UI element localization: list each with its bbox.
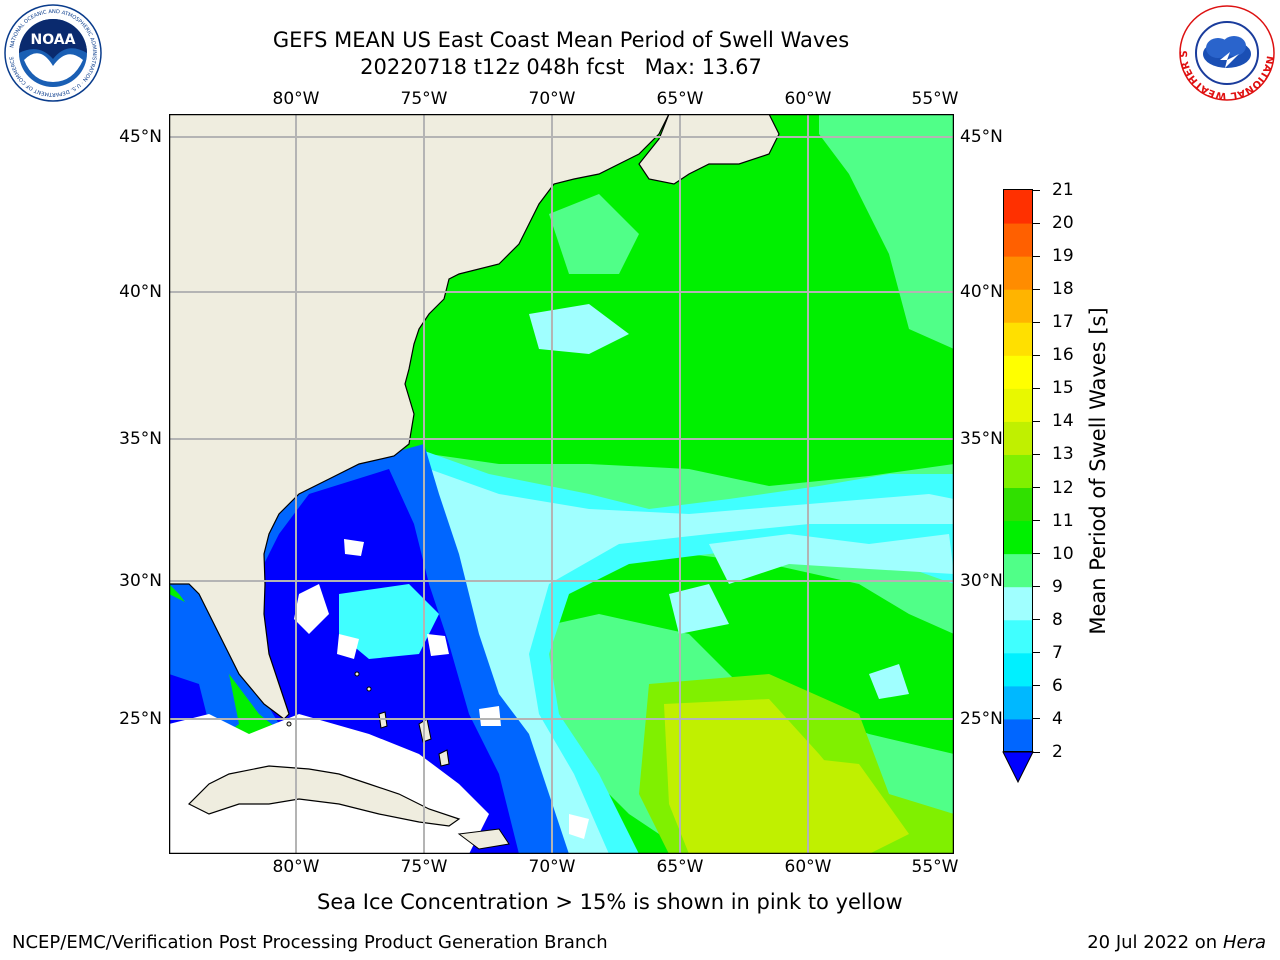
lat-label-left: 25°N <box>119 709 162 729</box>
lat-label-left: 35°N <box>119 429 162 449</box>
colorbar-segment <box>1004 685 1032 720</box>
lat-label-right: 40°N <box>960 282 1003 302</box>
colorbar-tick <box>1032 685 1040 687</box>
colorbar-tick <box>1032 420 1040 422</box>
colorbar-tick <box>1032 453 1040 455</box>
colorbar-tick-label: 16 <box>1052 345 1074 366</box>
chart-subtitle: 20220718 t12z 048h fcst Max: 13.67 <box>360 55 762 79</box>
lat-label-left: 45°N <box>119 127 162 147</box>
colorbar-tick-label: 14 <box>1052 411 1074 432</box>
colorbar-under-arrow <box>1002 751 1034 784</box>
colorbar-tick-label: 12 <box>1052 477 1074 498</box>
colorbar-tick-label: 17 <box>1052 312 1074 333</box>
colorbar-frame <box>1003 189 1033 752</box>
lon-label-top: 65°W <box>656 89 704 109</box>
colorbar-tick-label: 9 <box>1052 576 1063 597</box>
lon-label-bottom: 60°W <box>784 857 832 877</box>
credit-line: NCEP/EMC/Verification Post Processing Pr… <box>12 932 608 953</box>
colorbar-tick <box>1032 553 1040 555</box>
lon-label-bottom: 65°W <box>656 857 704 877</box>
colorbar-segment <box>1004 256 1032 290</box>
colorbar-tick-label: 13 <box>1052 444 1074 465</box>
lon-label-top: 70°W <box>528 89 576 109</box>
lat-label-right: 35°N <box>960 429 1003 449</box>
colorbar-segment <box>1004 652 1032 687</box>
colorbar-tick <box>1032 354 1040 356</box>
colorbar-segment <box>1004 421 1032 455</box>
colorbar-tick <box>1032 586 1040 588</box>
colorbar-segment <box>1004 586 1032 621</box>
noaa-logo-text: NOAA <box>31 32 76 48</box>
colorbar-segment <box>1004 619 1032 654</box>
colorbar-tick-label: 6 <box>1052 675 1063 696</box>
date-line: 20 Jul 2022 on Hera <box>1087 932 1266 953</box>
host-name: Hera <box>1222 932 1266 953</box>
date-text: 20 Jul 2022 on <box>1087 932 1223 953</box>
colorbar-tick <box>1032 189 1040 191</box>
colorbar-tick-label: 4 <box>1052 708 1063 729</box>
colorbar-tick <box>1032 255 1040 257</box>
lat-label-right: 45°N <box>960 127 1003 147</box>
colorbar-tick <box>1032 288 1040 290</box>
lat-label-right: 25°N <box>960 709 1003 729</box>
lat-label-left: 30°N <box>119 571 162 591</box>
colorbar-tick <box>1032 619 1040 621</box>
colorbar-segment <box>1004 487 1032 522</box>
colorbar-tick-label: 10 <box>1052 543 1074 564</box>
colorbar-tick-label: 15 <box>1052 378 1074 399</box>
colorbar-tick-label: 7 <box>1052 642 1063 663</box>
colorbar-tick <box>1032 718 1040 720</box>
colorbar-label: Mean Period of Swell Waves [s] <box>1086 307 1110 635</box>
colorbar-segment <box>1004 322 1032 356</box>
lon-label-top: 60°W <box>784 89 832 109</box>
colorbar-tick <box>1032 222 1040 224</box>
colorbar-tick <box>1032 487 1040 489</box>
colorbar-tick <box>1032 387 1040 389</box>
map-frame <box>169 114 954 854</box>
chart-title: GEFS MEAN US East Coast Mean Period of S… <box>272 28 850 52</box>
lat-label-right: 30°N <box>960 571 1003 591</box>
lon-label-top: 75°W <box>400 89 448 109</box>
colorbar-segments <box>1004 190 1032 753</box>
colorbar-tick-label: 8 <box>1052 609 1063 630</box>
lon-label-bottom: 75°W <box>400 857 448 877</box>
colorbar-tick <box>1032 321 1040 323</box>
graticule <box>169 114 954 854</box>
colorbar-segment <box>1004 553 1032 588</box>
swell-zone-6s-pocket <box>339 584 439 659</box>
swell-period-map <box>169 114 954 854</box>
colorbar-tick-label: 2 <box>1052 742 1063 762</box>
colorbar-tick-label: 11 <box>1052 510 1074 531</box>
colorbar-tick-label: 20 <box>1052 213 1074 234</box>
colorbar-segment <box>1004 190 1032 224</box>
colorbar-tick-label: 18 <box>1052 279 1074 300</box>
lon-label-top: 80°W <box>272 89 320 109</box>
colorbar-segment <box>1004 718 1032 753</box>
colorbar-segment <box>1004 454 1032 489</box>
lon-label-bottom: 80°W <box>272 857 320 877</box>
colorbar-segment <box>1004 223 1032 257</box>
noaa-logo: NOAA NATIONAL OCEANIC AND ATMOSPHERIC AD… <box>4 4 102 102</box>
lon-label-top: 55°W <box>911 89 959 109</box>
colorbar <box>1002 189 1034 784</box>
colorbar-segment <box>1004 289 1032 323</box>
colorbar-tick <box>1032 751 1040 753</box>
sea-ice-note: Sea Ice Concentration > 15% is shown in … <box>317 890 903 914</box>
colorbar-tick <box>1032 652 1040 654</box>
colorbar-tick-label: 19 <box>1052 246 1074 267</box>
colorbar-tick-label: 21 <box>1052 180 1074 200</box>
colorbar-segment <box>1004 520 1032 555</box>
colorbar-segment <box>1004 355 1032 389</box>
lon-label-bottom: 55°W <box>911 857 959 877</box>
lon-label-bottom: 70°W <box>528 857 576 877</box>
land-areas <box>169 114 780 827</box>
colorbar-segment <box>1004 388 1032 422</box>
nws-logo: NATIONAL WEATHER SERVICE <box>1178 4 1275 101</box>
colorbar-tick <box>1032 520 1040 522</box>
lat-label-left: 40°N <box>119 282 162 302</box>
